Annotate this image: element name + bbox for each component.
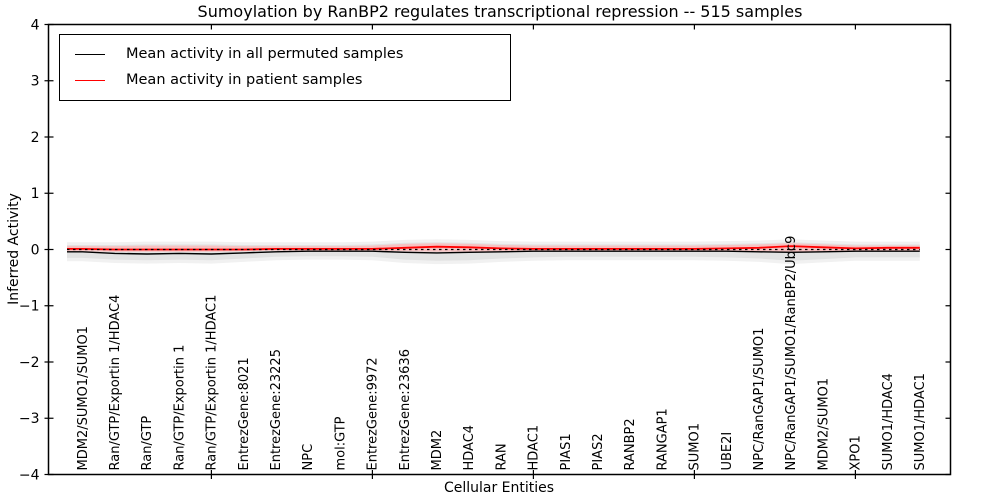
y-tick-label: −2 xyxy=(19,355,40,371)
legend-item: Mean activity in all permuted samples xyxy=(60,41,510,67)
y-tick-label: 0 xyxy=(31,242,40,258)
category-label: NPC/RanGAP1/SUMO1 xyxy=(752,328,767,471)
category-label: SUMO1/HDAC1 xyxy=(913,373,928,470)
category-label: SUMO1/HDAC4 xyxy=(881,373,896,470)
y-tick-label: −1 xyxy=(19,299,40,315)
legend-line-patient-icon xyxy=(75,79,105,81)
category-label: HDAC1 xyxy=(527,425,542,471)
y-tick-label: 4 xyxy=(31,17,40,33)
category-label: mol:GTP xyxy=(333,416,348,470)
category-label: SUMO1 xyxy=(688,423,703,471)
chart-title: Sumoylation by RanBP2 regulates transcri… xyxy=(197,2,803,21)
y-tick-label: 2 xyxy=(31,130,40,146)
category-label: RANBP2 xyxy=(623,418,638,470)
category-label: XPO1 xyxy=(849,435,864,470)
category-label: RAN xyxy=(494,443,509,470)
category-label: Ran/GTP/Exportin 1/HDAC1 xyxy=(205,295,220,471)
y-tick-label: 1 xyxy=(31,186,40,202)
category-label: UBE2I xyxy=(720,432,735,471)
y-axis-label: Inferred Activity xyxy=(6,193,22,305)
category-label: RANGAP1 xyxy=(655,408,670,470)
legend: Mean activity in all permuted samples Me… xyxy=(59,34,511,101)
category-label: EntrezGene:9972 xyxy=(366,357,381,470)
legend-label-permuted: Mean activity in all permuted samples xyxy=(126,46,404,62)
category-label: EntrezGene:23225 xyxy=(269,349,284,470)
legend-label-patient: Mean activity in patient samples xyxy=(126,72,363,88)
category-label: EntrezGene:8021 xyxy=(237,357,252,470)
legend-item: Mean activity in patient samples xyxy=(60,67,510,93)
category-label: PIAS1 xyxy=(559,433,574,470)
y-tick-label: −3 xyxy=(19,411,40,427)
y-tick-label: 3 xyxy=(31,74,40,90)
category-label: Ran/GTP xyxy=(140,416,155,471)
category-label: HDAC4 xyxy=(462,425,477,471)
category-label: MDM2 xyxy=(430,430,445,471)
y-tick-label: −4 xyxy=(19,467,40,483)
category-label: EntrezGene:23636 xyxy=(398,349,413,470)
category-label: Ran/GTP/Exportin 1/HDAC4 xyxy=(108,295,123,471)
category-label: MDM2/SUMO1 xyxy=(816,378,831,471)
category-label: MDM2/SUMO1/SUMO1 xyxy=(76,326,91,470)
category-label: PIAS2 xyxy=(591,433,606,470)
category-label: Ran/GTP/Exportin 1 xyxy=(172,345,187,471)
category-label: NPC xyxy=(301,444,316,471)
x-axis-label: Cellular Entities xyxy=(443,480,555,496)
series-line-permuted xyxy=(67,250,920,255)
legend-line-permuted-icon xyxy=(75,53,105,55)
category-label: NPC/RanGAP1/SUMO1/RanBP2/Ubc9 xyxy=(784,236,799,471)
